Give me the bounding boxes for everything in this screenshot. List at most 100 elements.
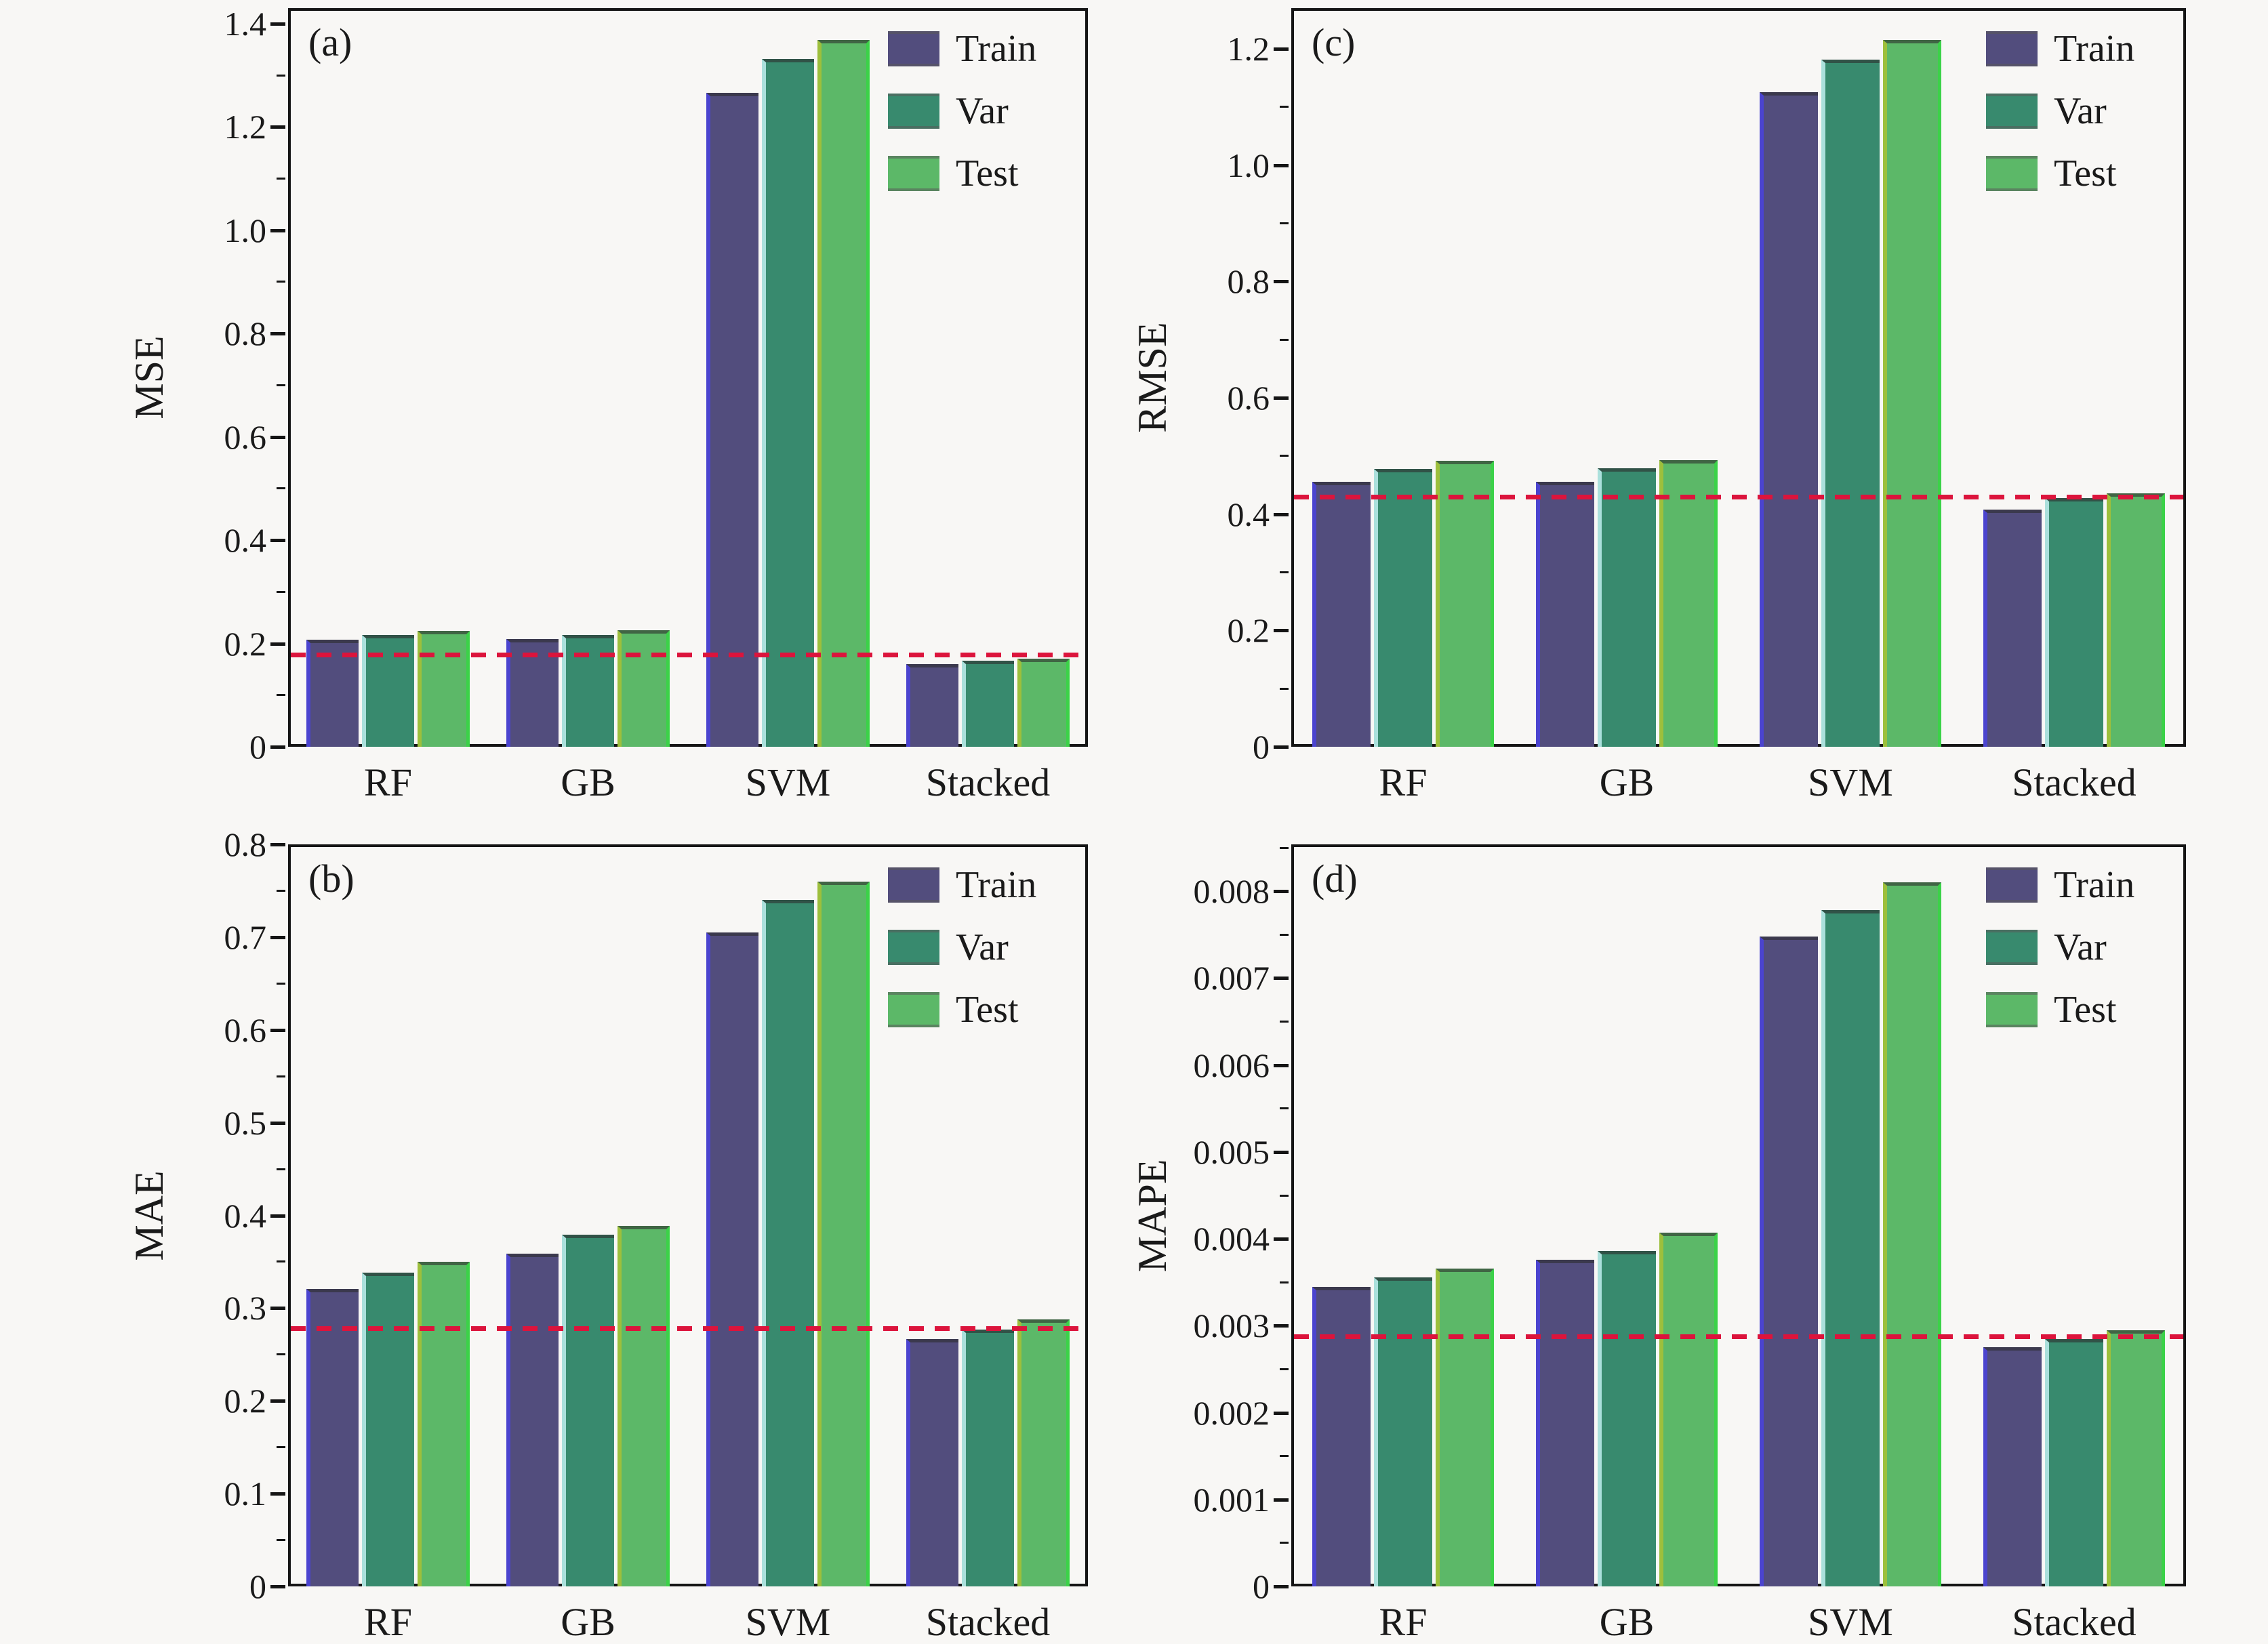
bar-stacked-train	[906, 1338, 958, 1586]
y-tick-label: 0	[249, 728, 266, 766]
y-tick-label: 0.2	[224, 624, 267, 663]
y-tick-label: 0.4	[224, 1196, 267, 1235]
y-minor-tick-mark	[1280, 1281, 1289, 1283]
bar-stacked-train	[906, 664, 958, 747]
y-tick-mark	[270, 935, 285, 939]
y-tick-mark	[1274, 1063, 1289, 1067]
legend-swatch-test	[1986, 156, 2038, 191]
bar-gb-var	[562, 634, 614, 747]
y-tick-label: 0.8	[1227, 262, 1270, 301]
bar-stacked-train	[1983, 1347, 2042, 1586]
bar-gb-var	[1598, 1251, 1656, 1586]
bar-svm-var	[1821, 910, 1880, 1586]
x-category-label-rf: RF	[1379, 1600, 1427, 1644]
bar-gb-var	[562, 1235, 614, 1586]
y-tick-mark	[270, 843, 285, 846]
y-minor-tick-mark	[1280, 338, 1289, 341]
y-tick-label: 0.007	[1193, 959, 1270, 998]
legend-swatch-var	[888, 94, 939, 129]
y-minor-tick-mark	[1280, 1107, 1289, 1110]
y-tick-label: 0.2	[224, 1382, 267, 1420]
legend-label-var: Var	[956, 90, 1009, 132]
y-tick-mark	[1274, 629, 1289, 633]
bar-svm-test	[817, 881, 870, 1586]
bar-rf-train	[306, 1288, 359, 1586]
y-tick-mark	[1274, 1498, 1289, 1502]
x-category-label-svm: SVM	[745, 760, 831, 804]
x-category-label-rf: RF	[1379, 760, 1427, 804]
x-category-label-rf: RF	[364, 1600, 412, 1644]
legend-label-train: Train	[956, 864, 1037, 906]
y-tick-label: 1.0	[224, 211, 267, 249]
reference-dashed-line-c	[1294, 494, 2183, 499]
y-tick-mark	[1274, 977, 1289, 981]
y-minor-tick-mark	[1280, 846, 1289, 849]
y-minor-tick-mark	[1280, 687, 1289, 690]
y-tick-label: 0.5	[224, 1103, 267, 1142]
reference-dashed-line-a	[291, 653, 1085, 658]
bar-rf-train	[1312, 482, 1371, 747]
y-tick-mark	[1274, 890, 1289, 894]
y-tick-label: 0.2	[1227, 611, 1270, 650]
y-tick-mark	[270, 1307, 285, 1311]
bar-rf-train	[1312, 1286, 1371, 1586]
x-category-label-svm: SVM	[1808, 760, 1893, 804]
bar-stacked-test	[2107, 493, 2165, 747]
bar-stacked-test	[2107, 1330, 2165, 1586]
panel-letter-a: (a)	[308, 20, 352, 64]
x-category-label-gb: GB	[1599, 1600, 1655, 1644]
legend-swatch-var	[888, 930, 939, 965]
bar-svm-train	[706, 93, 758, 747]
y-tick-mark	[1274, 1150, 1289, 1154]
y-tick-mark	[270, 1121, 285, 1125]
bar-gb-train	[1536, 1259, 1594, 1586]
y-tick-label: 0.006	[1193, 1046, 1270, 1084]
legend-label-test: Test	[956, 989, 1019, 1031]
y-tick-mark	[270, 642, 285, 646]
y-minor-tick-mark	[277, 694, 285, 697]
y-minor-tick-mark	[1280, 1194, 1289, 1197]
x-category-label-svm: SVM	[745, 1600, 831, 1644]
y-tick-mark	[1274, 1324, 1289, 1328]
legend-label-train: Train	[2054, 28, 2135, 70]
bar-rf-train	[306, 640, 359, 747]
y-tick-mark	[270, 1028, 285, 1032]
bar-svm-train	[706, 932, 758, 1586]
panel-letter-b: (b)	[308, 857, 355, 901]
y-tick-mark	[270, 745, 285, 749]
y-minor-tick-mark	[277, 1539, 285, 1542]
bar-svm-var	[762, 900, 814, 1586]
bar-rf-var	[362, 1273, 414, 1586]
y-tick-label: 0.002	[1193, 1393, 1270, 1432]
y-tick-mark	[1274, 512, 1289, 516]
legend-label-var: Var	[2054, 90, 2107, 132]
y-minor-tick-mark	[1280, 933, 1289, 936]
reference-dashed-line-b	[291, 1326, 1085, 1332]
y-tick-mark	[270, 1399, 285, 1403]
y-tick-mark	[270, 1585, 285, 1588]
y-tick-mark	[270, 435, 285, 439]
x-category-label-stacked: Stacked	[925, 1600, 1051, 1644]
y-tick-label: 0.001	[1193, 1480, 1270, 1519]
bar-svm-train	[1760, 92, 1818, 747]
y-minor-tick-mark	[277, 590, 285, 593]
bar-stacked-var	[962, 660, 1014, 747]
y-minor-tick-mark	[1280, 1455, 1289, 1458]
y-tick-label: 0.6	[224, 1010, 267, 1049]
y-tick-label: 0	[1253, 728, 1270, 766]
bar-svm-test	[1883, 882, 1941, 1586]
bar-stacked-test	[1017, 1319, 1070, 1586]
bar-stacked-test	[1017, 658, 1070, 747]
y-tick-mark	[270, 1492, 285, 1496]
legend-swatch-train	[1986, 31, 2038, 66]
y-minor-tick-mark	[277, 1446, 285, 1449]
y-minor-tick-mark	[277, 1260, 285, 1263]
x-category-label-stacked: Stacked	[2012, 760, 2137, 804]
x-category-label-rf: RF	[364, 760, 412, 804]
y-tick-mark	[270, 228, 285, 232]
legend-swatch-test	[1986, 992, 2038, 1027]
bar-gb-test	[1659, 1233, 1718, 1586]
legend-label-var: Var	[2054, 926, 2107, 968]
y-tick-mark	[1274, 280, 1289, 284]
